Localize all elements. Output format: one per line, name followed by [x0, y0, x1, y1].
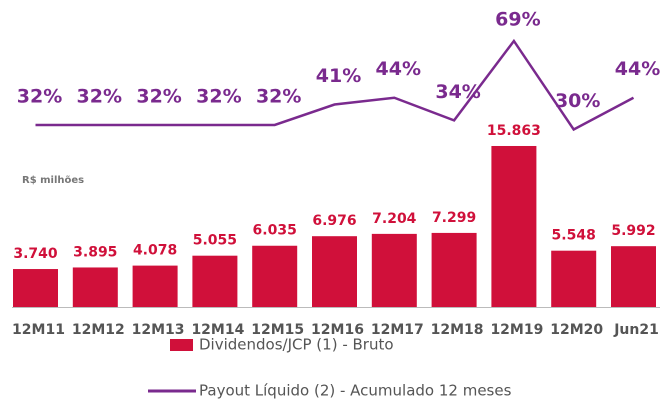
- line-value-label: 32%: [136, 85, 181, 107]
- bar-value-label: 5.548: [552, 228, 596, 244]
- bar-value-label: 3.740: [13, 246, 58, 262]
- bar: [132, 265, 178, 307]
- line-value-label: 32%: [77, 85, 122, 107]
- line-value-label: 69%: [495, 9, 540, 31]
- line-value-label: 32%: [256, 85, 301, 107]
- line-value-label: 44%: [376, 58, 421, 80]
- bar-value-label: 7.299: [432, 210, 476, 226]
- bar: [312, 236, 357, 307]
- bar: [431, 232, 477, 307]
- x-tick-label: Jun21: [613, 322, 659, 338]
- x-tick-label: 12M14: [191, 322, 244, 338]
- bar-value-label: 5.055: [193, 233, 237, 249]
- x-tick-label: 12M20: [550, 322, 603, 338]
- bar: [491, 145, 537, 307]
- x-tick-label: 12M15: [251, 322, 304, 338]
- line: [35, 38, 635, 132]
- bar: [371, 233, 417, 307]
- x-tick-label: 12M16: [311, 322, 364, 338]
- x-tick-label: 12M18: [431, 322, 484, 338]
- line-value-label: 34%: [435, 81, 480, 103]
- bar: [13, 269, 58, 307]
- x-tick-label: 12M12: [72, 322, 125, 338]
- bar: [72, 267, 118, 307]
- bar-value-label: 5.992: [611, 223, 655, 239]
- bar-value-label: 4.078: [133, 243, 177, 259]
- line-value-label: 41%: [316, 65, 361, 87]
- legend-label: Payout Líquido (2) - Acumulado 12 meses: [199, 382, 512, 400]
- bar-value-label: 6.976: [312, 213, 356, 229]
- line-value-label: 32%: [196, 85, 241, 107]
- legend-swatch: [170, 339, 193, 351]
- bar-value-label: 7.204: [372, 211, 417, 227]
- line-value-label: 44%: [615, 58, 660, 80]
- bar: [611, 246, 656, 307]
- bar: [252, 245, 298, 307]
- line-value-label: 30%: [555, 90, 600, 112]
- bar-value-label: 6.035: [253, 223, 297, 239]
- bar-value-label: 3.895: [73, 244, 117, 260]
- x-tick-label: 12M17: [371, 322, 424, 338]
- bar-value-label: 15.863: [487, 123, 541, 139]
- x-tick-label: 12M19: [490, 322, 543, 338]
- bar: [551, 250, 597, 307]
- x-tick-label: 12M13: [132, 322, 185, 338]
- line-value-label: 32%: [17, 85, 62, 107]
- legend-label: Dividendos/JCP (1) - Bruto: [199, 336, 394, 354]
- bar: [192, 255, 238, 307]
- x-tick-label: 12M11: [12, 322, 65, 338]
- unit-label: R$ milhões: [22, 175, 84, 186]
